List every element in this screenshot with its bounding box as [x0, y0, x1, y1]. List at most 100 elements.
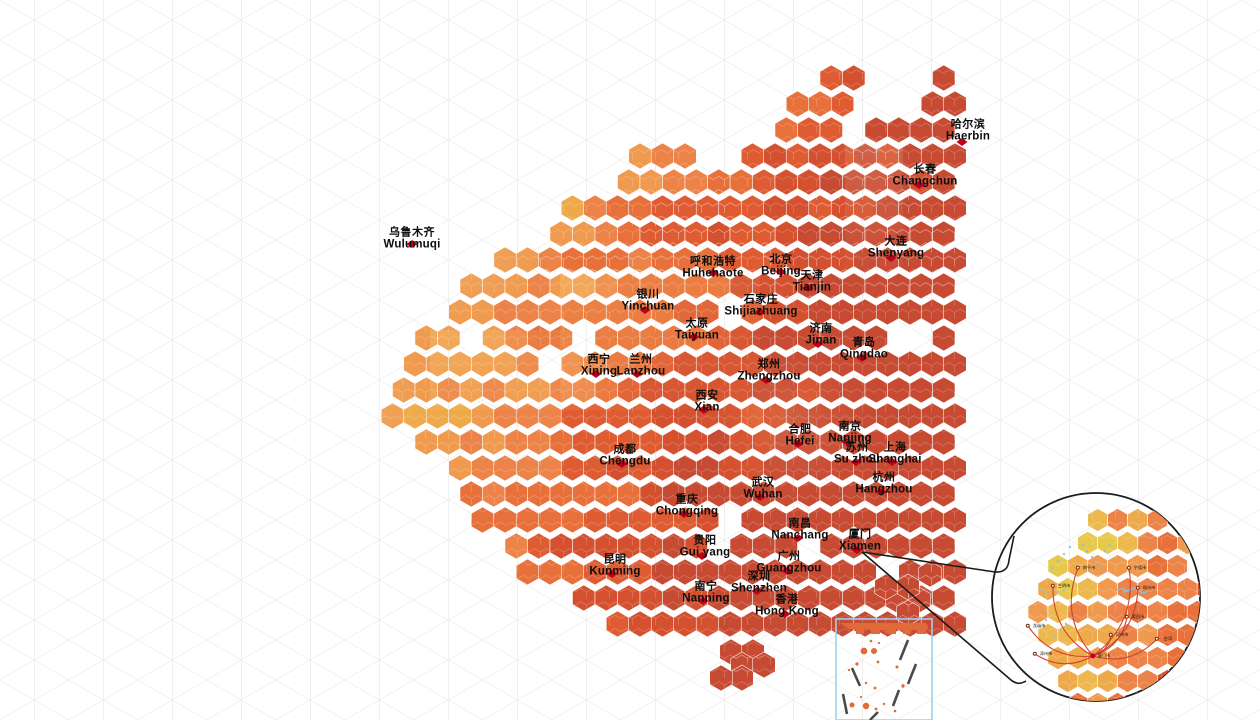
city-marker-hangzhou[interactable] [875, 488, 887, 496]
magnifier-node-label[interactable]: 宁德市 [1133, 565, 1147, 570]
city-marker-beijing[interactable] [775, 268, 787, 276]
city-label-xian[interactable]: 西安 Xian [694, 390, 719, 414]
city-marker-shanghai[interactable] [886, 458, 898, 466]
city-label-chongqing[interactable]: 重庆 Chongqing [656, 494, 718, 518]
city-marker-nanjing[interactable] [841, 438, 853, 446]
map-hex-tile-hatch [718, 351, 742, 377]
city-marker-wulumuqi[interactable] [406, 240, 418, 248]
magnifier-river-dot [1068, 545, 1072, 549]
magnifier-node-label[interactable]: 莆田市 [1131, 614, 1145, 619]
magnifier-node-label[interactable]: 南平市 [1082, 565, 1096, 570]
city-label-nanjing[interactable]: 南京 Nanjing [828, 421, 872, 445]
magnifier-node-marker[interactable] [1124, 614, 1130, 620]
city-label-changchun[interactable]: 长春 Changchun [892, 164, 957, 188]
map-hex-tile-hatch [594, 429, 618, 455]
city-label-zhengzhou[interactable]: 郑州 Zhengzhou [737, 359, 800, 383]
city-label-wulumuqi[interactable]: 乌鲁木齐 Wulumuqi [384, 227, 441, 251]
magnifier-node-label[interactable]: 龙岩市 [1032, 623, 1046, 628]
city-marker-xining[interactable] [590, 370, 602, 378]
city-name-en: Xining [580, 365, 618, 378]
city-marker-xiamen[interactable] [851, 546, 863, 554]
city-label-haerbin[interactable]: 哈尔滨 Haerbin [946, 119, 990, 143]
city-marker-yinchuan[interactable] [639, 306, 651, 314]
city-label-shenyang[interactable]: 大连 Shenyang [868, 236, 925, 260]
city-marker-guangzhou[interactable] [781, 567, 793, 575]
city-label-taiyuan[interactable]: 太原 Taiyuan [675, 318, 719, 342]
city-label-wuhan[interactable]: 武汉 Wuhan [743, 477, 782, 501]
city-marker-kunming[interactable] [606, 570, 618, 578]
magnifier-river-dot [1090, 555, 1094, 559]
city-marker-su-zhou[interactable] [850, 458, 862, 466]
city-label-hangzhou[interactable]: 杭州 Hangzhou [855, 472, 912, 496]
city-label-xiamen[interactable]: 厦门 Xiamen [839, 529, 881, 553]
city-marker-zhengzhou[interactable] [760, 376, 772, 384]
city-label-lanzhou[interactable]: 兰州 Lanzhou [617, 354, 666, 378]
magnifier-node-marker[interactable] [1025, 623, 1031, 629]
city-marker-lanzhou[interactable] [631, 370, 643, 378]
city-label-yinchuan[interactable]: 银川 Yinchuan [622, 289, 675, 313]
magnifier-node-label[interactable]: 三明市 [1057, 583, 1071, 588]
city-marker-chengdu[interactable] [616, 460, 628, 468]
map-hex-tile-hatch [504, 273, 528, 299]
magnifier-hex-hatch [1187, 692, 1200, 701]
map-hex-tile-hatch [561, 247, 584, 273]
magnifier-node-label[interactable]: 泉州市 [1115, 632, 1129, 637]
city-marker-changchun[interactable] [913, 181, 925, 189]
city-label-nanchang[interactable]: 南昌 Nanchang [771, 518, 828, 542]
magnifier-node-marker[interactable] [1032, 651, 1038, 657]
city-marker-shenzhen[interactable] [751, 587, 763, 595]
city-marker-hefei[interactable] [792, 440, 804, 448]
city-label-su-zhou[interactable]: 苏州 Su zhou [834, 442, 880, 466]
city-marker-wuhan[interactable] [754, 493, 766, 501]
city-label-jinan[interactable]: 济南 Jinan [805, 323, 836, 347]
city-label-tianjin[interactable]: 天津 Tianjin [793, 270, 831, 294]
magnifier-node-marker[interactable] [1135, 585, 1141, 591]
magnifier-node-marker[interactable] [1050, 583, 1056, 589]
city-label-shenzhen[interactable]: 深圳 Shenzhen [731, 571, 787, 595]
city-label-hefei[interactable]: 合肥 Hefei [785, 424, 814, 448]
city-marker-nanchang[interactable] [792, 534, 804, 542]
city-label-hong-kong[interactable]: 香港 Hong Kong [755, 594, 819, 618]
magnifier-node-marker[interactable] [1154, 636, 1160, 642]
city-label-nanning[interactable]: 南宁 Nanning [682, 581, 729, 605]
magnifier-node-marker[interactable] [1075, 565, 1081, 571]
city-marker-xian[interactable] [698, 406, 710, 414]
city-label-guangzhou[interactable]: 广州 Guangzhou [756, 551, 821, 575]
magnifier-hex-tile [1147, 692, 1168, 701]
magnifier-node-label[interactable]: 厦门市 [1097, 653, 1111, 658]
magnifier-node-marker[interactable] [1108, 632, 1114, 638]
city-label-chengdu[interactable]: 成都 Chengdu [599, 444, 650, 468]
city-label-kunming[interactable]: 昆明 Kunming [589, 554, 640, 578]
magnifier-node-marker[interactable] [1090, 653, 1096, 659]
magnifier-node-label[interactable]: 福州市 [1142, 585, 1156, 590]
city-label-huhehaote[interactable]: 呼和浩特 Huhehaote [682, 256, 743, 280]
map-hex-tile-hatch [493, 507, 517, 533]
city-label-beijing[interactable]: 北京 Beijing [761, 254, 801, 278]
city-label-shanghai[interactable]: 上海 Shanghai [868, 442, 921, 466]
city-marker-haerbin[interactable] [956, 138, 968, 146]
city-marker-chongqing[interactable] [678, 510, 690, 518]
city-marker-qingdao[interactable] [856, 354, 868, 362]
city-label-qingdao[interactable]: 青岛 Qingdao [840, 337, 888, 361]
city-marker-tianjin[interactable] [802, 284, 814, 292]
city-label-xining[interactable]: 西宁 Xining [580, 354, 618, 378]
city-marker-taiyuan[interactable] [688, 333, 700, 341]
magnifier-circle[interactable] [991, 492, 1237, 720]
city-name-en: Gui yang [679, 546, 731, 559]
magnifier-node-label[interactable]: 漳州市 [1039, 651, 1053, 656]
magnifier-node-marker[interactable] [1126, 565, 1132, 571]
city-label-gui-yang[interactable]: 贵阳 Gui yang [679, 535, 731, 559]
map-hex-tile-hatch [707, 221, 731, 247]
map-hex-tile-hatch [549, 273, 573, 299]
city-marker-nanning[interactable] [697, 597, 709, 605]
city-marker-huhehaote[interactable] [707, 269, 719, 277]
city-marker-shenyang[interactable] [885, 254, 897, 262]
map-hex-tile-hatch [853, 247, 877, 273]
city-marker-gui-yang[interactable] [696, 552, 708, 560]
map-hex-tile-hatch [448, 403, 472, 429]
city-label-shijiazhuang[interactable]: 石家庄 Shijiazhuang [724, 294, 797, 318]
city-marker-jinan[interactable] [812, 340, 824, 348]
city-marker-shijiazhuang[interactable] [754, 308, 766, 316]
magnifier-node-label[interactable]: 台湾 [1163, 636, 1173, 641]
city-marker-hong-kong[interactable] [779, 610, 791, 618]
